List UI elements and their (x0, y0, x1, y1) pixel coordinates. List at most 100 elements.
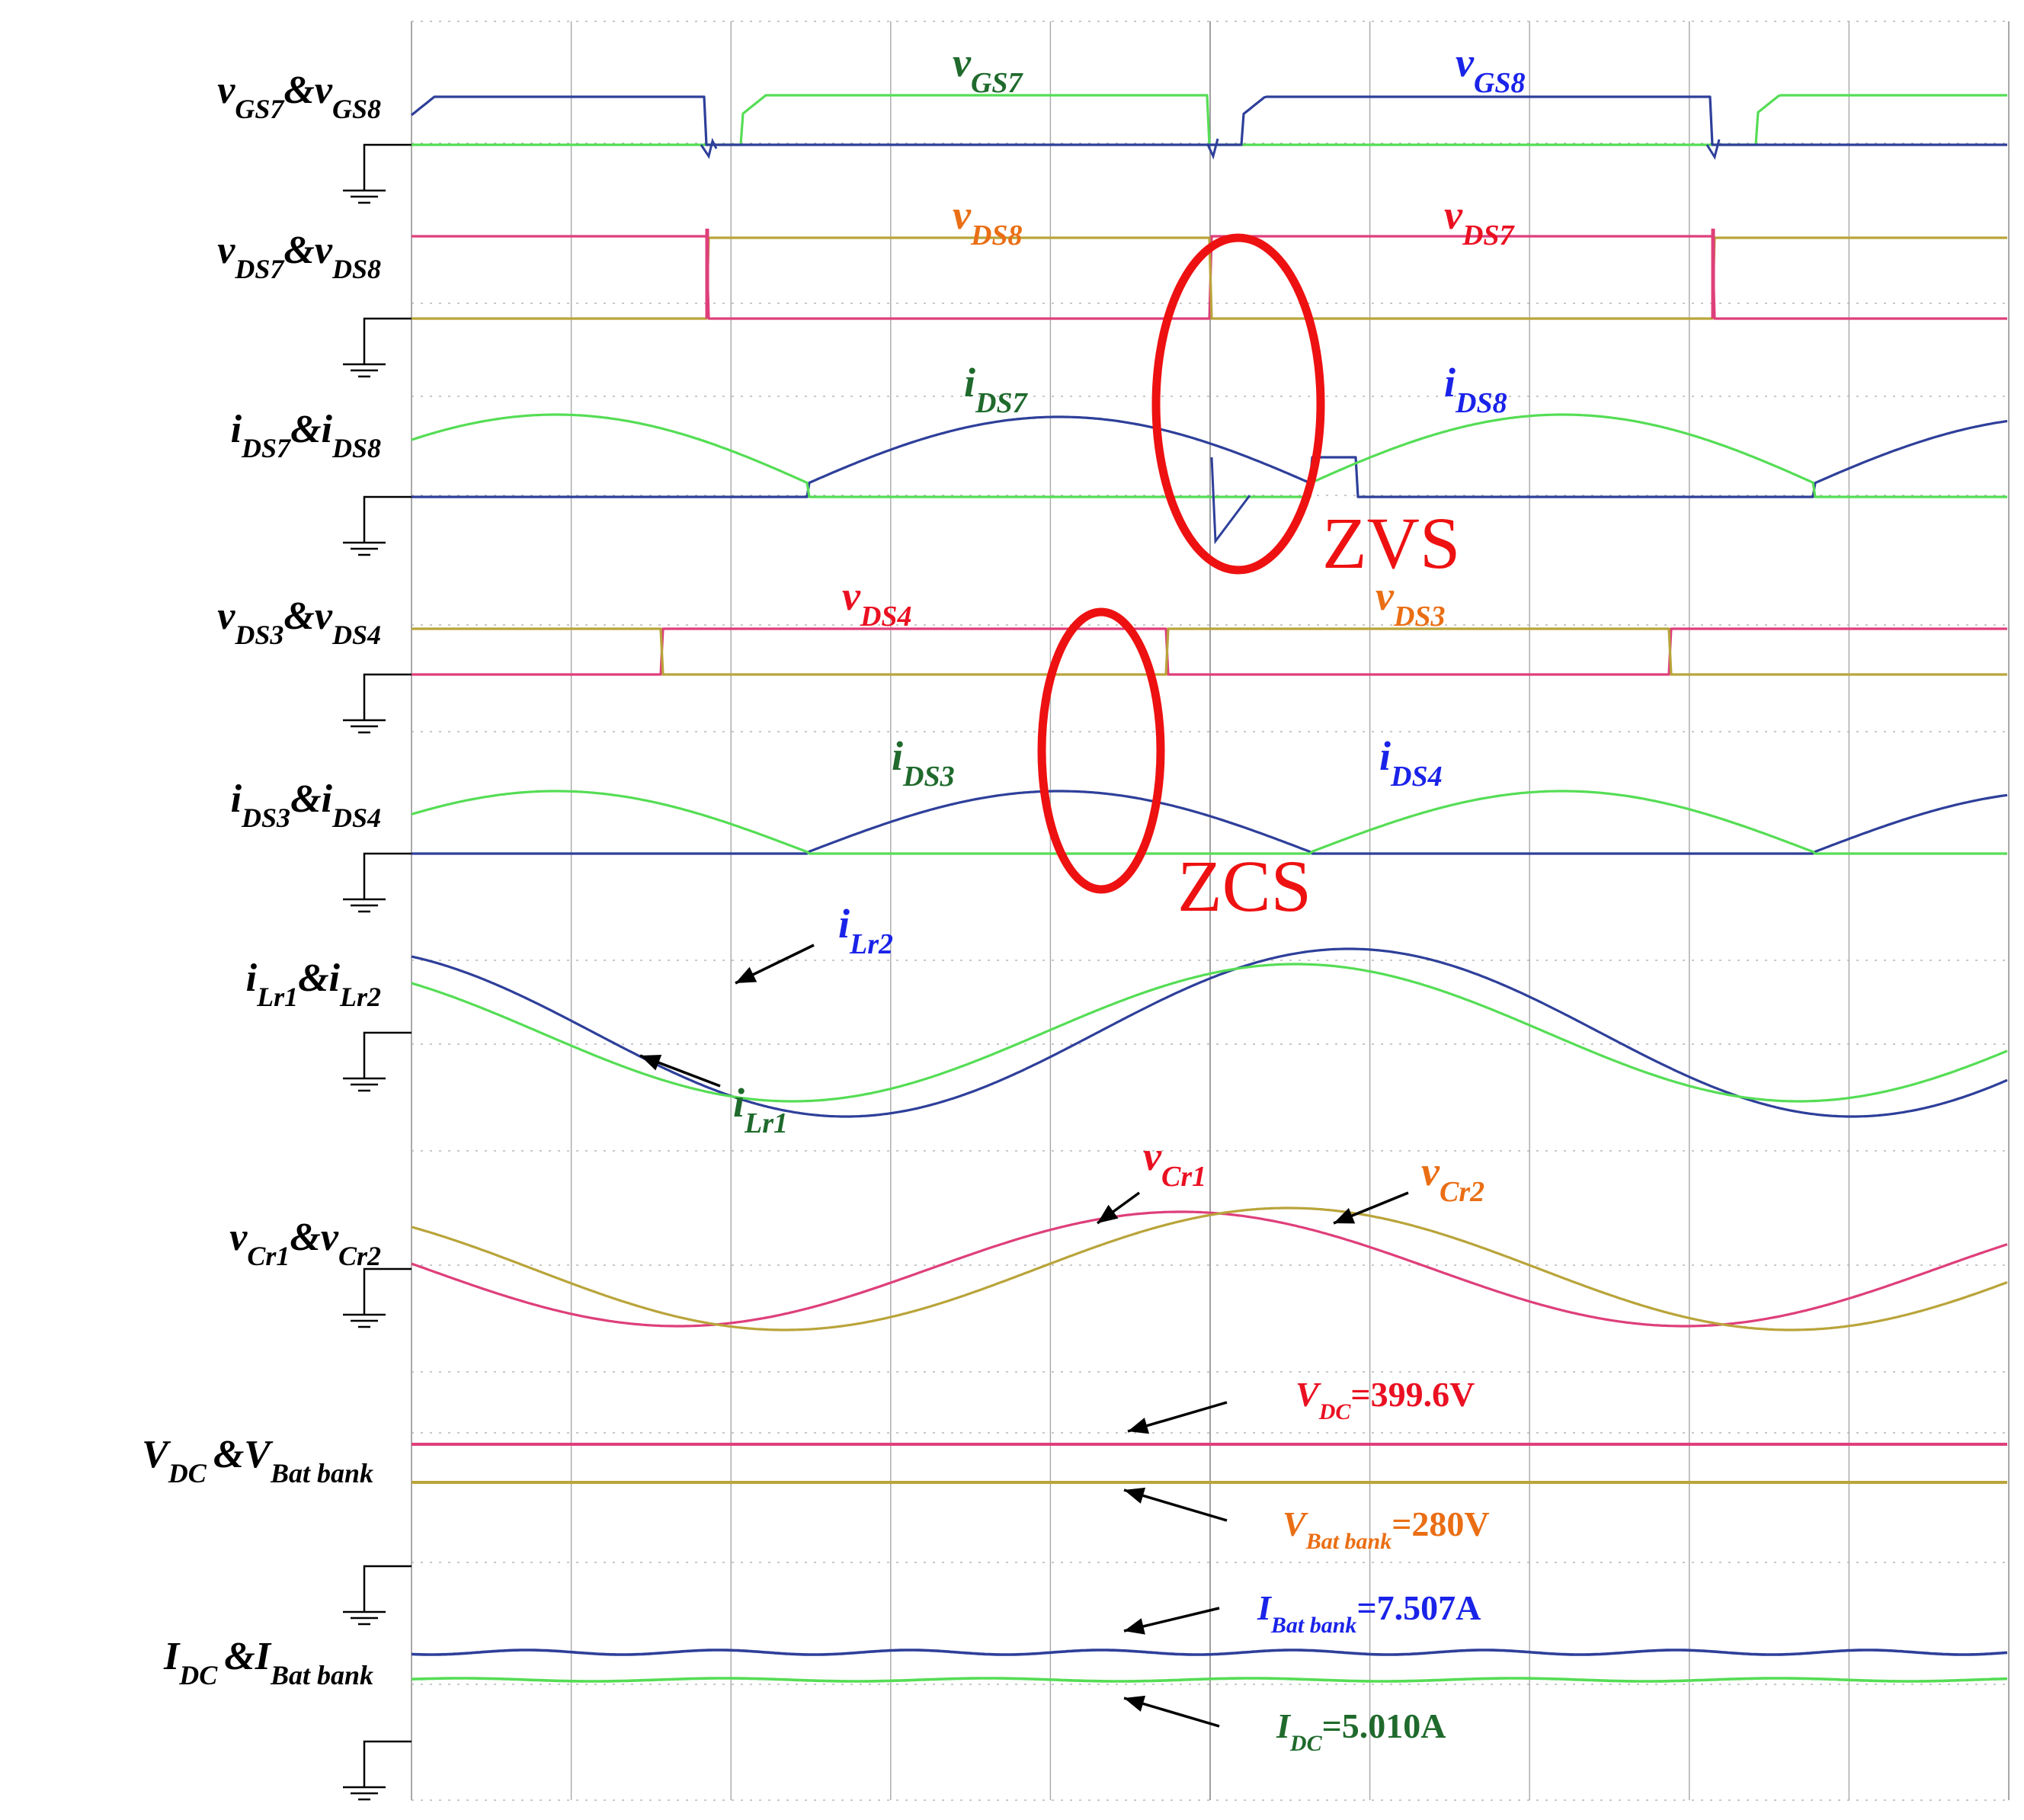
label-var: i (892, 733, 903, 779)
trace-ids3 (411, 790, 2007, 855)
label-var: i (231, 777, 242, 821)
label-var: i (322, 408, 333, 451)
label-sub: DS4 (331, 620, 381, 650)
label-var: V (142, 1433, 171, 1476)
label-var: i (231, 408, 242, 451)
ground-lead (363, 1565, 412, 1612)
label-var: v (315, 229, 333, 272)
label-sub: Lr2 (339, 982, 381, 1012)
label-sub: Cr2 (338, 1241, 381, 1271)
trace-ids4 (412, 790, 2008, 855)
arrow-idc-head (1124, 1695, 1146, 1712)
label-var: & (290, 1216, 320, 1259)
label-sub: DS7 (234, 254, 285, 284)
label-var: i (1379, 733, 1391, 779)
trace-label-ids3: iDS3 (892, 733, 955, 793)
label-sub: DS4 (860, 601, 912, 633)
label-sub: DS3 (234, 620, 283, 650)
ground-lead (363, 1740, 412, 1787)
label-var: I (1276, 1706, 1292, 1745)
label-var: I (1257, 1588, 1273, 1627)
label-var: i (329, 956, 341, 1000)
label-sub: Cr1 (1161, 1161, 1206, 1193)
arrow-ibat-head (1124, 1618, 1145, 1635)
trace-label-vcr1: vCr1 (1143, 1133, 1206, 1193)
label-var: & (283, 229, 314, 272)
label-var: I (255, 1635, 272, 1678)
row-label-4: vDS3&vDS4 (217, 594, 381, 650)
label-var: & (290, 408, 321, 451)
gate-glitch (1705, 139, 1721, 160)
label-sub: DS3 (241, 803, 290, 833)
row-labels: vGS7&vGS8vDS7&vDS8iDS7&iDS8vDS3&vDS4iDS3… (142, 69, 412, 1801)
label-sub: Lr2 (849, 928, 893, 960)
label-var: v (315, 594, 333, 638)
trace-label-vds8: vDS8 (953, 192, 1023, 252)
gate-glitch (700, 137, 718, 159)
label-sub: Cr1 (247, 1241, 290, 1271)
label-var: & (283, 594, 314, 638)
arrow-ilr1-head (640, 1054, 662, 1071)
ground-symbol (343, 143, 412, 204)
label-var: v (953, 192, 972, 238)
label-var: v (1375, 573, 1395, 619)
label-var: v (1456, 40, 1475, 85)
label-value: =280V (1392, 1504, 1489, 1543)
row-label-3: iDS7&iDS8 (231, 408, 381, 463)
label-var: i (1444, 360, 1456, 405)
label-var: v (321, 1216, 339, 1259)
label-sub: Bat bank (1305, 1529, 1392, 1554)
row-label-9: IDC &IBat bank (163, 1635, 373, 1690)
label-sub: DS7 (975, 387, 1029, 419)
trace-vds3 (412, 627, 2007, 676)
value-label-vdc: VDC=399.6V (1295, 1375, 1475, 1424)
zcs-label: ZCS (1177, 845, 1311, 927)
label-sub: DS8 (1455, 387, 1507, 419)
label-var: V (244, 1433, 274, 1476)
row-label-6: iLr1&iLr2 (246, 956, 381, 1012)
label-sub: Bat bank (1270, 1613, 1357, 1638)
label-sub: DC (178, 1660, 224, 1690)
trace-label-ids7: iDS7 (964, 360, 1029, 419)
label-sub: Lr1 (256, 982, 298, 1012)
trace-vds7 (412, 235, 2007, 320)
arrow-vbat-head (1124, 1487, 1146, 1504)
row-label-7: vCr1&vCr2 (229, 1216, 381, 1271)
label-sub: DC (1318, 1399, 1352, 1424)
trace-label-ilr1: iLr1 (733, 1080, 788, 1139)
ground-lead (363, 1031, 412, 1078)
row-label-2: vDS7&vDS8 (217, 229, 381, 284)
ground-lead (363, 1267, 412, 1315)
label-value: =5.010A (1322, 1706, 1446, 1745)
waveform-traces (411, 94, 2008, 1683)
label-var: i (246, 956, 258, 1000)
row-label-8: VDC &VBat bank (142, 1433, 373, 1488)
gate-glitch (1206, 138, 1219, 160)
label-var: V (1283, 1504, 1308, 1543)
label-var: v (1143, 1133, 1162, 1179)
ground-symbol (343, 852, 412, 913)
label-sub: GS7 (235, 94, 285, 124)
ground-symbol (343, 673, 412, 734)
arrow-ilr2-head (735, 966, 757, 983)
label-value: =399.6V (1350, 1375, 1475, 1414)
ground-symbol (343, 1267, 412, 1328)
ground-symbol (343, 1565, 412, 1626)
ground-symbol (343, 317, 412, 378)
trace-label-vgs7: vGS7 (953, 40, 1024, 99)
ids-step (1210, 457, 1251, 545)
trace-vds8 (412, 236, 2007, 320)
ground-lead (363, 852, 412, 899)
row-label-1: vGS7&vGS8 (217, 69, 381, 124)
label-sub: DS4 (331, 803, 381, 833)
trace-vcr1 (411, 1210, 2008, 1328)
label-sub: Cr2 (1440, 1176, 1484, 1208)
label-sub: DS8 (331, 433, 381, 463)
label-var: v (217, 594, 235, 638)
label-var: v (229, 1216, 248, 1259)
label-var: & (213, 1433, 244, 1476)
trace-ibat (411, 1649, 2008, 1656)
